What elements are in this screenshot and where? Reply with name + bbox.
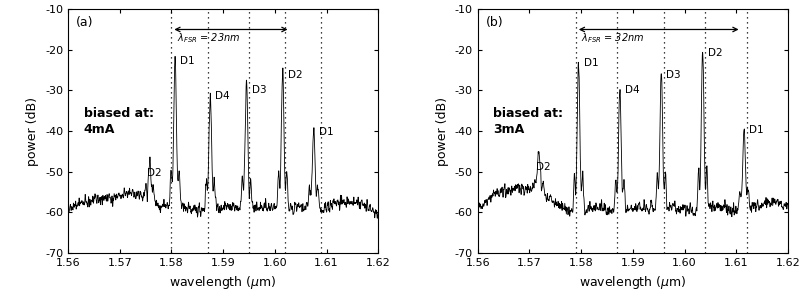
Text: D1: D1	[750, 125, 764, 135]
Text: D2: D2	[536, 162, 550, 172]
Text: D1: D1	[584, 58, 598, 68]
X-axis label: wavelength ($\mu$m): wavelength ($\mu$m)	[579, 274, 686, 291]
Text: D3: D3	[666, 70, 681, 80]
X-axis label: wavelength ($\mu$m): wavelength ($\mu$m)	[170, 274, 277, 291]
Text: D4: D4	[625, 84, 640, 95]
Text: D2: D2	[708, 48, 722, 58]
Text: D2: D2	[147, 168, 162, 178]
Y-axis label: power (dB): power (dB)	[436, 97, 449, 166]
Text: $\lambda_{FSR}$ = 32nm: $\lambda_{FSR}$ = 32nm	[581, 31, 644, 45]
Text: biased at:
4mA: biased at: 4mA	[83, 107, 154, 136]
Y-axis label: power (dB): power (dB)	[26, 97, 39, 166]
Text: (a): (a)	[76, 16, 94, 30]
Text: D2: D2	[288, 70, 302, 80]
Text: D1: D1	[180, 56, 195, 66]
Text: $\lambda_{FSR}$ = 23nm: $\lambda_{FSR}$ = 23nm	[177, 31, 240, 45]
Text: D1: D1	[319, 127, 334, 137]
Text: (b): (b)	[486, 16, 503, 30]
Text: D4: D4	[215, 91, 230, 101]
Text: biased at:
3mA: biased at: 3mA	[493, 107, 563, 136]
Text: D3: D3	[252, 84, 266, 95]
